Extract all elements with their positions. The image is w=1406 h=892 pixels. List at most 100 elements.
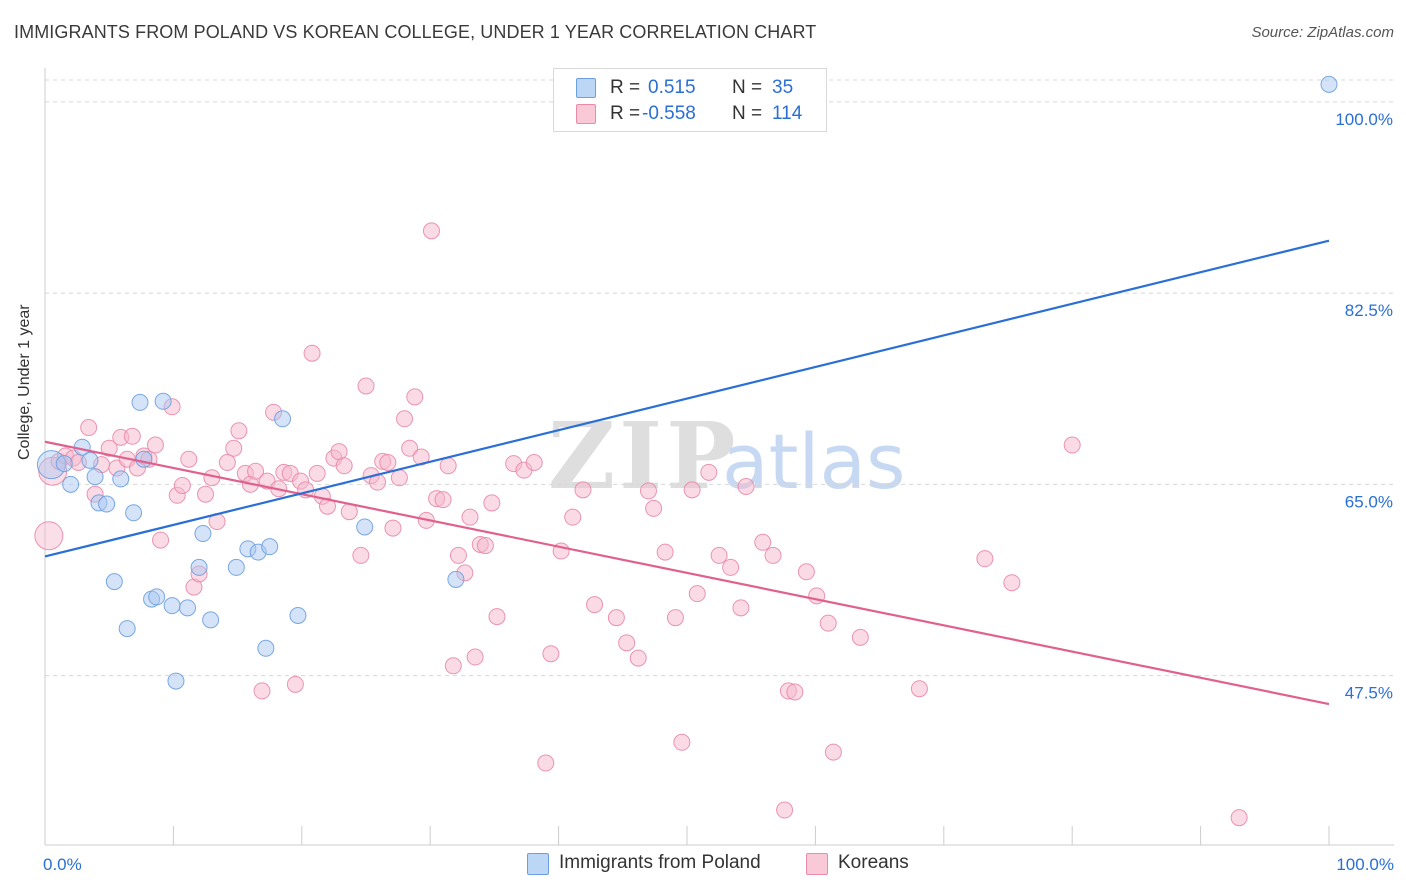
korean-point [247,462,265,480]
korean-point [401,439,419,457]
poland-point [118,620,136,638]
poland-point [274,410,292,428]
korean-point [797,563,815,581]
poland-point [135,450,153,468]
korean-point [406,388,424,406]
korean-point [384,519,402,537]
poland-points [36,75,1338,690]
poland-point [148,588,166,606]
korean-points [34,222,1248,827]
poland-point [447,570,465,588]
korean-point [754,533,772,551]
x-tick-label-max: 100.0% [1336,855,1394,874]
y-tick-labels: 47.5% 65.0% 82.5% 100.0% [1335,110,1393,703]
bottom-legend-label-poland: Immigrants from Poland [559,852,761,873]
korean-point [439,457,457,475]
x-ticks [172,826,1330,845]
korean-point [230,422,248,440]
korean-point [352,546,370,564]
y-tick-label: 65.0% [1345,492,1393,511]
korean-point [173,476,191,494]
chart-source: Source: ZipAtlas.com [1251,24,1394,41]
korean-point [449,546,467,564]
poland-point [125,504,143,522]
axes [44,68,1394,846]
korean-point [1063,436,1081,454]
korean-point [379,454,397,471]
stats-legend: R = 0.515 N = 35 R = -0.558 N = 114 [553,68,827,132]
korean-point [732,599,750,617]
poland-point [55,455,73,473]
korean-point [466,648,484,666]
y-axis-label: College, Under 1 year [16,304,33,460]
korean-point [100,439,118,457]
korean-point [152,531,170,549]
korean-point [564,508,582,526]
korean-point [197,485,214,503]
poland-point [86,468,104,486]
legend-swatch-poland [576,78,596,98]
korean-point [710,546,728,564]
korean-point [1230,809,1248,827]
legend-n-value-korean: 114 [772,103,803,124]
korean-point [607,609,625,627]
korean-point [525,454,543,471]
korean-point [851,628,869,646]
korean-point [537,754,555,772]
korean-point [688,585,706,603]
korean-point [824,743,842,761]
poland-point [356,518,374,536]
korean-point [396,410,414,428]
poland-point [257,639,275,657]
korean-point [146,436,164,454]
legend-r-label: R = [610,103,641,124]
korean-point [434,491,452,509]
y-tick-label: 82.5% [1345,301,1393,320]
korean-point [586,596,604,614]
korean-point [357,377,375,395]
korean-point [488,608,506,626]
poland-point [1320,75,1338,93]
korean-point [629,649,647,667]
korean-point [286,675,304,693]
y-tick-label: 100.0% [1335,110,1393,129]
korean-point [180,450,198,468]
poland-point [163,597,181,615]
korean-point [786,683,804,701]
korean-point [330,443,348,461]
korean-point [318,497,336,515]
korean-point [422,222,440,240]
legend-n-label: N = [732,77,763,98]
korean-point [666,609,684,627]
legend-n-label: N = [732,103,763,124]
korean-point [303,344,321,362]
poland-point [194,525,212,543]
legend-n-value-poland: 35 [772,77,794,98]
trend-lines [44,239,1330,706]
chart-title: IMMIGRANTS FROM POLAND VS KOREAN COLLEGE… [14,22,817,42]
korean-trend-line [44,440,1330,706]
bottom-legend-swatch-korean [806,853,828,875]
korean-point [542,645,560,663]
korean-point [444,657,462,675]
korean-point [335,457,353,475]
korean-point [80,419,98,437]
korean-point [722,558,740,576]
poland-point [131,393,149,411]
korean-point [639,482,657,500]
poland-point [179,599,197,617]
korean-point [976,550,994,568]
korean-point [656,543,674,561]
korean-point [910,680,928,698]
poland-point [98,495,116,513]
korean-point [764,546,782,564]
poland-point [167,672,185,690]
y-tick-label: 47.5% [1345,684,1393,703]
korean-point [700,463,718,481]
korean-point [253,682,271,700]
korean-point [308,464,326,482]
korean-point [483,494,501,512]
korean-point [574,481,592,499]
legend-r-label: R = [610,77,641,98]
